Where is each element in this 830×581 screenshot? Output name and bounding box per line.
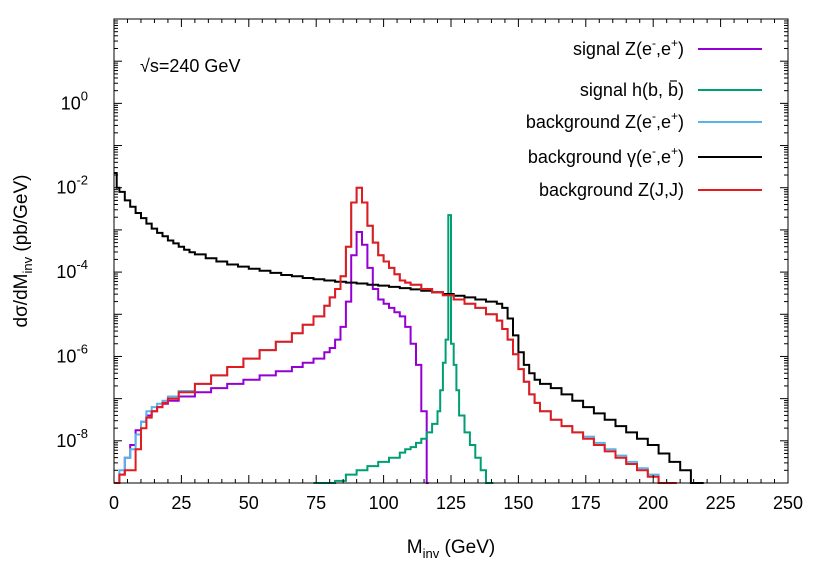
legend-label-bkg_z: background Z(e-,e+)	[526, 109, 684, 132]
x-tick-label: 75	[306, 493, 326, 513]
y-tick-label: 10-4	[56, 257, 88, 282]
legend-label-sig_z: signal Z(e-,e+)	[573, 36, 684, 59]
y-tick-label: 10-2	[56, 173, 88, 198]
x-tick-label: 150	[503, 493, 533, 513]
x-tick-label: 250	[773, 493, 803, 513]
x-tick-label: 175	[571, 493, 601, 513]
series-line-bkg_gamma	[114, 172, 704, 484]
x-tick-label: 25	[171, 493, 191, 513]
energy-annotation: √s=240 GeV	[140, 56, 240, 76]
series-line-sig_h	[313, 214, 494, 484]
x-axis-label: Minv (GeV)	[407, 537, 495, 561]
ticks-layer: 0 25 50 75 100 125 150 175 200 225 250 10-8 10-6 10-4…	[56, 19, 803, 513]
series-layer	[114, 172, 704, 484]
x-tick-label: 50	[239, 493, 259, 513]
x-tick-label: 100	[369, 493, 399, 513]
x-tick-label: 125	[436, 493, 466, 513]
legend: signal Z(e-,e+) signal h(b, b) background …	[526, 36, 762, 200]
y-tick-label: 100	[61, 88, 88, 113]
series-line-bkg_zjj	[114, 186, 677, 484]
legend-label-bkg_zjj: background Z(J,J)	[539, 180, 684, 200]
x-tick-label: 0	[109, 493, 119, 513]
x-tick-label: 225	[706, 493, 736, 513]
legend-label-sig_h: signal h(b, b)	[580, 80, 684, 100]
y-axis-label: dσ/dMinv (pb/GeV)	[11, 175, 35, 328]
x-tick-label: 200	[638, 493, 668, 513]
y-tick-label: 10-6	[56, 341, 88, 366]
legend-label-bkg_gamma: background γ(e-,e+)	[528, 144, 684, 167]
y-tick-label: 10-8	[56, 426, 88, 451]
